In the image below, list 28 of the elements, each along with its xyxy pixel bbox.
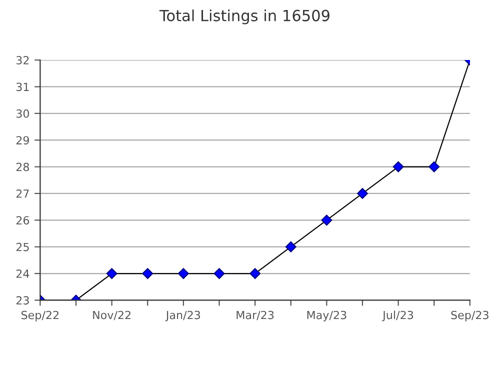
point [285,241,296,252]
point [106,268,118,279]
y-tick-label: 23 [16,296,29,305]
x-tick-label: May/23 [307,310,346,322]
point [357,188,368,199]
point [321,214,332,226]
point [214,268,225,279]
x-tick-label: Mar/23 [236,310,274,320]
y-tick-label: 32 [16,56,29,64]
y-tick-label: 30 [16,109,30,118]
x-tick-label: Jul/23 [382,310,414,322]
chart-title: Total Listings in 16509 [159,10,330,24]
y-tick-label: 26 [16,216,30,225]
x-tick-label: Nov/22 [93,310,130,320]
point [428,161,440,172]
y-tick-label: 27 [16,189,29,198]
y-tick-label: 24 [16,269,30,278]
point [142,268,154,279]
point [178,268,189,279]
point [392,161,404,172]
x-tick-label: Sep/22 [22,310,58,322]
y-tick-label: 25 [16,242,29,252]
y-tick-label: 31 [16,82,29,92]
x-tick-label: Jan/23 [165,310,200,322]
y-tick-label: 28 [16,162,30,172]
y-tick-label: 29 [16,136,29,144]
x-tick-label: Sep/23 [451,310,488,322]
point [250,268,261,279]
